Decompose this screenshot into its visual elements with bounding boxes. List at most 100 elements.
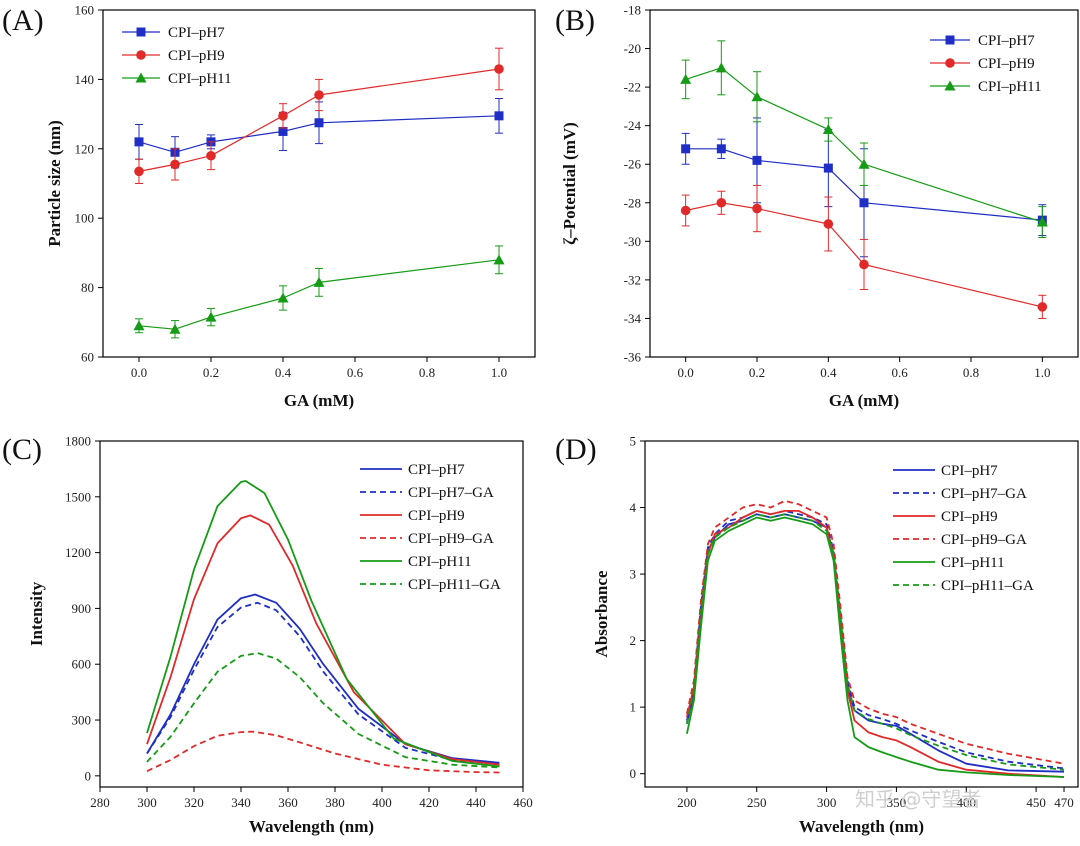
- x-tick-label: 250: [747, 795, 767, 810]
- legend-marker: [945, 35, 955, 45]
- data-point-marker: [494, 64, 504, 74]
- series-line: [685, 67, 1043, 223]
- x-tick-label: 360: [278, 795, 298, 810]
- data-point-marker: [859, 259, 869, 270]
- y-tick-label: -32: [624, 272, 641, 287]
- legend-label: CPI–pH9: [941, 509, 998, 525]
- x-tick-label: 440: [466, 795, 486, 810]
- x-tick-label: 1.0: [1034, 365, 1050, 380]
- x-tick-label: 1.0: [491, 365, 507, 380]
- data-point-marker: [823, 163, 833, 173]
- data-point-marker: [716, 144, 726, 154]
- legend-label: CPI–pH7–GA: [408, 485, 494, 501]
- x-tick-label: 340: [231, 795, 251, 810]
- y-tick-label: 1500: [65, 489, 91, 504]
- data-point-marker: [859, 198, 869, 208]
- legend-label: CPI–pH11–GA: [941, 578, 1034, 594]
- legend-marker: [135, 72, 147, 83]
- x-axis-title: GA (mM): [829, 391, 899, 410]
- x-axis-title: Wavelength (nm): [249, 817, 374, 836]
- y-tick-label: 140: [75, 72, 95, 87]
- series-line: [146, 514, 500, 766]
- y-tick-label: 0: [630, 766, 637, 781]
- x-tick-label: 300: [137, 795, 157, 810]
- data-point-marker: [170, 159, 180, 170]
- x-tick-label: 0.8: [419, 365, 435, 380]
- x-tick-label: 460: [513, 795, 533, 810]
- legend-label: CPI–pH9: [408, 508, 465, 524]
- data-point-marker: [277, 292, 289, 303]
- data-point-marker: [278, 126, 288, 136]
- legend-label: CPI–pH7: [168, 25, 225, 41]
- x-tick-label: 350: [887, 795, 907, 810]
- y-tick-label: -20: [624, 41, 641, 56]
- data-point-marker: [752, 203, 762, 214]
- legend-marker: [944, 80, 956, 91]
- data-point-marker: [134, 166, 144, 177]
- data-point-marker: [681, 144, 691, 154]
- x-tick-label: 400: [372, 795, 392, 810]
- legend-label: CPI–pH11: [168, 71, 232, 87]
- legend-label: CPI–pH7: [408, 462, 465, 478]
- x-tick-label: 0.6: [347, 365, 364, 380]
- plot-frame: [649, 9, 1079, 358]
- y-tick-label: -30: [624, 234, 641, 249]
- series-line: [686, 516, 1065, 778]
- series-line: [146, 730, 500, 774]
- series-line: [146, 601, 500, 765]
- panel-d-absorbance: (D) 200 250 300 350 400 450 470 0 1 2 3 4 5 Wavelength…: [555, 433, 1079, 836]
- series-line: [146, 480, 500, 768]
- series-line: [138, 68, 500, 172]
- x-tick-label: 420: [419, 795, 439, 810]
- x-tick-label: 0.6: [892, 365, 909, 380]
- x-tick-label: 320: [184, 795, 204, 810]
- data-point-marker: [858, 158, 870, 169]
- y-tick-label: 1800: [65, 434, 91, 449]
- series-line: [686, 513, 1065, 773]
- legend-label: CPI–pH7: [978, 33, 1035, 49]
- x-tick-label: 0.2: [749, 365, 765, 380]
- data-point-marker: [314, 118, 324, 128]
- panel-label: (D): [555, 433, 597, 466]
- series-group: [133, 47, 505, 339]
- y-tick-label: -24: [624, 118, 642, 133]
- y-tick-label: -22: [624, 80, 641, 95]
- y-tick-label: 4: [630, 500, 637, 515]
- y-tick-label: 80: [81, 280, 94, 295]
- y-tick-label: 100: [75, 211, 95, 226]
- series-group: [686, 499, 1065, 778]
- series-group: [680, 40, 1048, 319]
- series-line: [138, 259, 500, 330]
- series-line: [686, 513, 1065, 771]
- legend-label: CPI–pH9: [978, 56, 1035, 72]
- x-tick-label: 0.2: [203, 365, 219, 380]
- legend-label: CPI–pH11–GA: [408, 577, 501, 593]
- y-tick-label: -18: [624, 3, 641, 18]
- x-axis-title: GA (mM): [284, 391, 354, 410]
- y-tick-label: -28: [624, 195, 641, 210]
- series-line: [686, 509, 1065, 778]
- x-tick-label: 400: [957, 795, 977, 810]
- y-axis-title: ζ–Potential (mV): [560, 122, 579, 245]
- data-point-marker: [169, 323, 181, 334]
- series-line: [146, 593, 500, 764]
- plot-frame: [102, 9, 536, 358]
- data-point-marker: [716, 197, 727, 208]
- x-tick-label: 0.0: [131, 365, 147, 380]
- y-tick-label: 60: [81, 350, 94, 365]
- legend-label: CPI–pH7–GA: [941, 486, 1027, 502]
- y-axis-title: Particle size (nm): [45, 120, 64, 247]
- panel-c-fluorescence-intensity: (C) 280 300 320 340 360 380 400 420 440 460 0 300 600…: [2, 433, 533, 836]
- y-tick-label: 900: [72, 601, 92, 616]
- series-group: [146, 480, 500, 774]
- legend-marker: [136, 50, 146, 60]
- data-point-marker: [1037, 302, 1048, 312]
- y-axis-title: Intensity: [27, 581, 46, 646]
- data-point-marker: [133, 320, 145, 331]
- data-point-marker: [494, 111, 504, 121]
- x-tick-label: 0.0: [678, 365, 694, 380]
- y-tick-label: -34: [624, 311, 642, 326]
- watermark: 知乎 @守望者: [855, 787, 981, 811]
- y-tick-label: 300: [72, 713, 92, 728]
